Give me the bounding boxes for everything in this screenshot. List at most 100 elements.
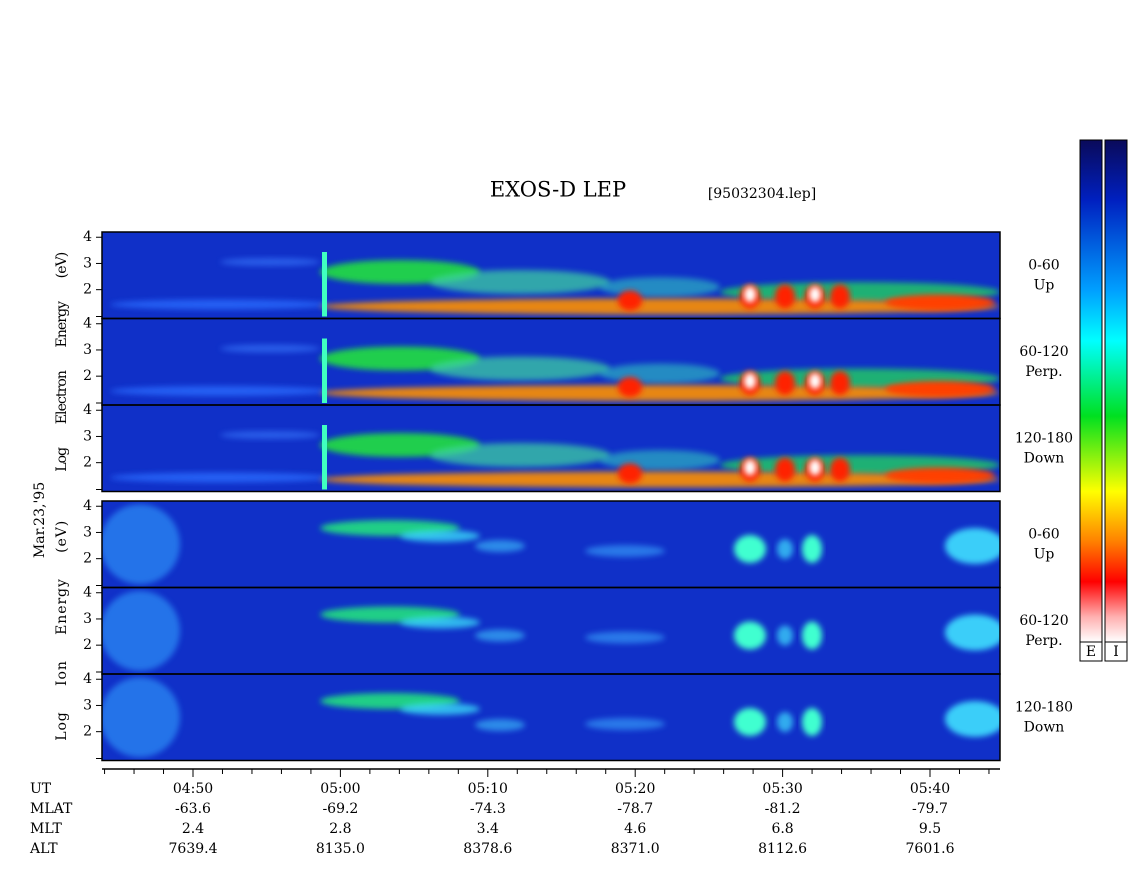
row-name: MLT bbox=[30, 821, 62, 837]
row-value: 4.6 bbox=[624, 821, 646, 837]
panel-label: 120-180 bbox=[1015, 430, 1073, 446]
row-value: 05:10 bbox=[468, 781, 508, 797]
spectral-feature bbox=[320, 471, 1000, 488]
panel-frame bbox=[101, 673, 1001, 762]
row-value: -78.7 bbox=[617, 801, 653, 817]
row-value: 8378.6 bbox=[463, 841, 512, 857]
spectral-feature bbox=[400, 530, 480, 542]
y-tick-label: 3 bbox=[83, 697, 92, 713]
y-tick-label: 2 bbox=[83, 368, 92, 384]
spectral-feature bbox=[775, 457, 795, 482]
spectral-feature bbox=[802, 708, 822, 736]
row-value: 3.4 bbox=[477, 821, 499, 837]
y-tick-label: 3 bbox=[83, 342, 92, 358]
spectral-feature bbox=[102, 590, 180, 671]
panel-label: Down bbox=[1024, 450, 1065, 466]
row-value: 05:00 bbox=[320, 781, 360, 797]
spectral-feature bbox=[585, 545, 665, 557]
spectral-feature bbox=[585, 718, 665, 730]
spectral-feature bbox=[400, 616, 480, 629]
spectral-feature bbox=[809, 286, 821, 303]
spectral-feature bbox=[618, 463, 642, 484]
colorbar-label: I bbox=[1113, 644, 1119, 660]
row-value: 05:30 bbox=[762, 781, 802, 797]
row-value: 7639.4 bbox=[169, 841, 218, 857]
spectral-feature bbox=[430, 270, 610, 294]
row-value: -69.2 bbox=[322, 801, 358, 817]
y-tick-label: 2 bbox=[83, 724, 92, 740]
spectral-feature bbox=[322, 425, 327, 490]
spectral-feature bbox=[830, 457, 850, 482]
row-value: -63.6 bbox=[175, 801, 211, 817]
spectral-feature bbox=[618, 290, 642, 311]
spectral-feature bbox=[320, 298, 1000, 315]
y-tick-label: 4 bbox=[83, 229, 92, 245]
spectral-feature bbox=[744, 373, 756, 389]
title: EXOS-D LEP bbox=[490, 178, 626, 202]
date: Mar.23,'95 bbox=[32, 482, 48, 558]
spectral-feature bbox=[744, 459, 756, 476]
spectral-feature bbox=[110, 386, 330, 396]
spectral-feature bbox=[777, 712, 793, 732]
spectral-feature bbox=[475, 540, 525, 552]
colorbar-label-box bbox=[1079, 641, 1103, 662]
spectral-feature bbox=[600, 277, 720, 297]
y-tick-label: 2 bbox=[83, 551, 92, 567]
spectral-feature bbox=[102, 504, 180, 585]
spectral-feature bbox=[585, 631, 665, 644]
y-tick-label: 4 bbox=[83, 585, 92, 601]
row-value: 05:20 bbox=[615, 781, 655, 797]
row-value: 6.8 bbox=[771, 821, 793, 837]
panel-label: 60-120 bbox=[1019, 613, 1068, 629]
y-tick-label: 4 bbox=[83, 498, 92, 514]
row-name: MLAT bbox=[30, 801, 73, 817]
spectral-feature bbox=[734, 621, 766, 650]
colorbar-label-box bbox=[1104, 641, 1128, 662]
spectral-feature bbox=[320, 385, 1000, 401]
row-name: ALT bbox=[29, 841, 58, 857]
spectral-feature bbox=[830, 284, 850, 309]
row-value: -74.3 bbox=[470, 801, 506, 817]
y-tick-label: 3 bbox=[83, 255, 92, 271]
spectral-feature bbox=[430, 443, 610, 467]
spectral-feature bbox=[475, 629, 525, 642]
spectral-feature bbox=[734, 708, 766, 736]
colorbar-label: E bbox=[1086, 644, 1096, 660]
spectral-feature bbox=[809, 373, 821, 389]
y-tick-label: 4 bbox=[83, 316, 92, 332]
spectral-feature bbox=[775, 284, 795, 309]
spectral-feature bbox=[110, 299, 330, 310]
row-value: 8135.0 bbox=[316, 841, 365, 857]
row-value: -79.7 bbox=[912, 801, 948, 817]
panel-label: Up bbox=[1034, 277, 1055, 293]
spectral-feature bbox=[945, 528, 1000, 564]
panel-label: 60-120 bbox=[1019, 344, 1068, 360]
row-value: -81.2 bbox=[765, 801, 801, 817]
spectral-feature bbox=[945, 701, 1000, 737]
spectral-feature bbox=[775, 371, 795, 395]
spectral-feature bbox=[744, 286, 756, 303]
panel-label: Perp. bbox=[1025, 633, 1062, 649]
y-tick-label: 2 bbox=[83, 282, 92, 298]
row-value: 7601.6 bbox=[906, 841, 955, 857]
y-tick-label: 2 bbox=[83, 455, 92, 471]
row-value: 8112.6 bbox=[758, 841, 807, 857]
spectral-feature bbox=[802, 535, 822, 563]
row-value: 04:50 bbox=[173, 781, 213, 797]
spectral-feature bbox=[322, 338, 327, 403]
spectral-feature bbox=[809, 459, 821, 476]
panel-label: 0-60 bbox=[1028, 526, 1059, 542]
row-value: 2.4 bbox=[182, 821, 204, 837]
panel-label: 120-180 bbox=[1015, 699, 1073, 715]
spectral-feature bbox=[885, 467, 995, 484]
row-value: 8371.0 bbox=[611, 841, 660, 857]
spectral-feature bbox=[430, 356, 610, 381]
spectral-feature bbox=[600, 450, 720, 470]
spectral-feature bbox=[220, 258, 320, 266]
spectral-feature bbox=[322, 252, 327, 317]
spectrograms bbox=[102, 232, 1000, 761]
spectrogram-background bbox=[102, 587, 1000, 674]
spectral-feature bbox=[777, 625, 793, 646]
